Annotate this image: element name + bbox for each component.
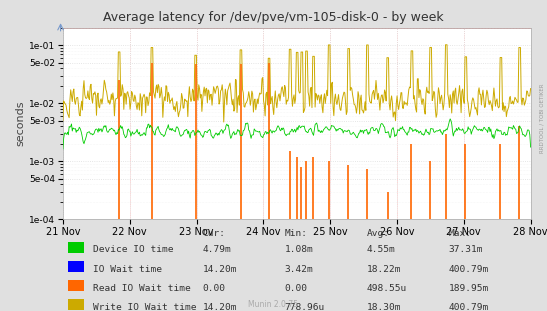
Text: Average latency for /dev/pve/vm-105-disk-0 - by week: Average latency for /dev/pve/vm-105-disk…	[103, 11, 444, 24]
Text: 0.00: 0.00	[284, 284, 307, 293]
Text: 498.55u: 498.55u	[366, 284, 407, 293]
Text: 18.22m: 18.22m	[366, 265, 401, 274]
Text: 400.79m: 400.79m	[449, 303, 489, 311]
Text: Cur:: Cur:	[202, 229, 225, 238]
Text: Min:: Min:	[284, 229, 307, 238]
Text: 0.00: 0.00	[202, 284, 225, 293]
Text: 4.79m: 4.79m	[202, 245, 231, 254]
Text: 37.31m: 37.31m	[449, 245, 483, 254]
Text: 400.79m: 400.79m	[449, 265, 489, 274]
Text: 4.55m: 4.55m	[366, 245, 395, 254]
Text: IO Wait time: IO Wait time	[93, 265, 162, 274]
Text: RRDTOOL / TOBI OETIKER: RRDTOOL / TOBI OETIKER	[539, 83, 544, 153]
Text: Write IO Wait time: Write IO Wait time	[93, 303, 196, 311]
Text: Device IO time: Device IO time	[93, 245, 173, 254]
Text: 14.20m: 14.20m	[202, 303, 237, 311]
Text: 778.96u: 778.96u	[284, 303, 325, 311]
Text: Read IO Wait time: Read IO Wait time	[93, 284, 191, 293]
Text: Munin 2.0.75: Munin 2.0.75	[248, 300, 299, 309]
Text: 18.30m: 18.30m	[366, 303, 401, 311]
Text: 14.20m: 14.20m	[202, 265, 237, 274]
Y-axis label: seconds: seconds	[15, 101, 25, 146]
Text: 1.08m: 1.08m	[284, 245, 313, 254]
Text: Max:: Max:	[449, 229, 472, 238]
Text: 3.42m: 3.42m	[284, 265, 313, 274]
Text: Avg:: Avg:	[366, 229, 389, 238]
Text: 189.95m: 189.95m	[449, 284, 489, 293]
